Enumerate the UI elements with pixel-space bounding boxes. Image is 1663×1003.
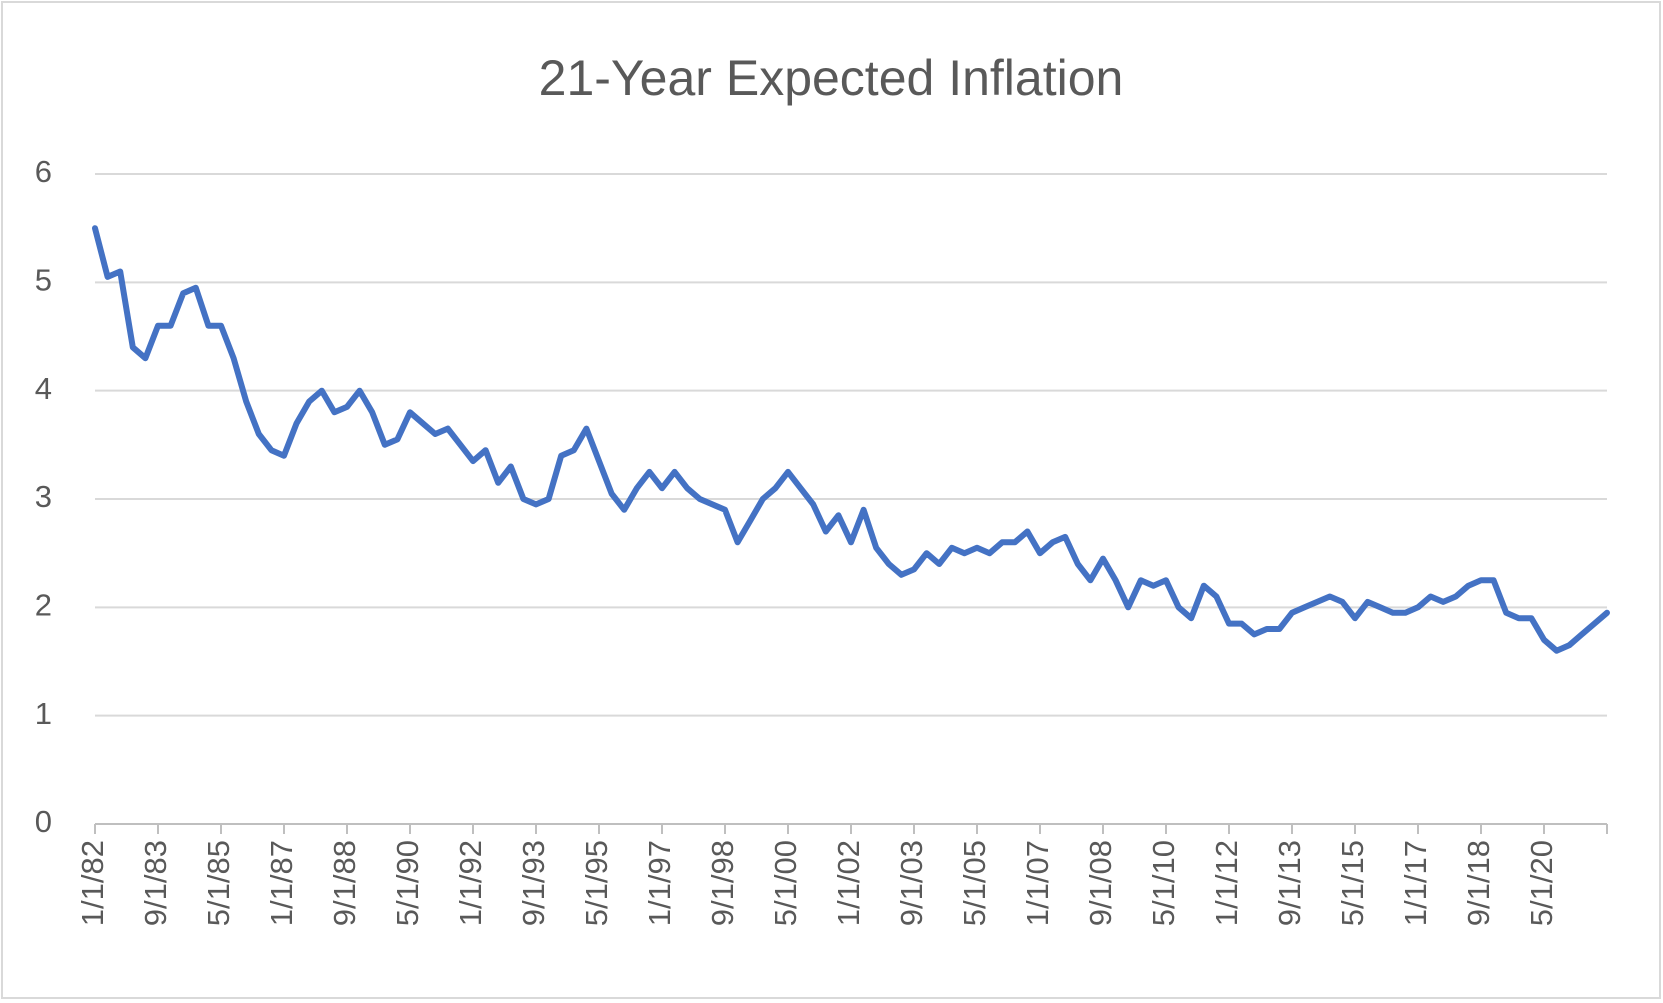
x-tick-label: 5/1/05 — [957, 840, 992, 926]
x-tick-label: 1/1/02 — [831, 840, 866, 926]
y-tick-label: 3 — [35, 479, 52, 514]
y-tick-label: 0 — [35, 804, 52, 839]
x-tick-label: 5/1/20 — [1524, 840, 1559, 926]
x-tick-label: 5/1/15 — [1335, 840, 1370, 926]
x-tick-label: 9/1/83 — [138, 840, 173, 926]
x-tick-label: 9/1/13 — [1272, 840, 1307, 926]
x-tick-label: 1/1/07 — [1020, 840, 1055, 926]
x-tick-label: 1/1/17 — [1398, 840, 1433, 926]
x-tick-label: 9/1/93 — [516, 840, 551, 926]
x-tick-label: 9/1/08 — [1083, 840, 1118, 926]
y-tick-label: 4 — [35, 371, 52, 406]
y-tick-label: 2 — [35, 588, 52, 623]
x-tick-label: 1/1/87 — [264, 840, 299, 926]
x-tick-label: 1/1/97 — [642, 840, 677, 926]
chart-title: 21-Year Expected Inflation — [539, 50, 1124, 106]
data-line — [92, 225, 1610, 654]
y-tick-label: 6 — [35, 154, 52, 189]
x-tick-label: 9/1/88 — [327, 840, 362, 926]
x-tick-label: 5/1/90 — [390, 840, 425, 926]
y-tick-label: 5 — [35, 263, 52, 298]
x-tick-label: 9/1/18 — [1461, 840, 1496, 926]
x-tick-label: 5/1/00 — [768, 840, 803, 926]
x-tick-label: 1/1/12 — [1209, 840, 1244, 926]
x-tick-label: 1/1/92 — [453, 840, 488, 926]
x-tick-label: 1/1/82 — [75, 840, 110, 926]
x-tick-label: 5/1/10 — [1146, 840, 1181, 926]
x-tick-label: 9/1/98 — [705, 840, 740, 926]
x-tick-label: 5/1/85 — [201, 840, 236, 926]
y-tick-label: 1 — [35, 696, 52, 731]
x-tick-label: 5/1/95 — [579, 840, 614, 926]
x-tick-label: 9/1/03 — [894, 840, 929, 926]
